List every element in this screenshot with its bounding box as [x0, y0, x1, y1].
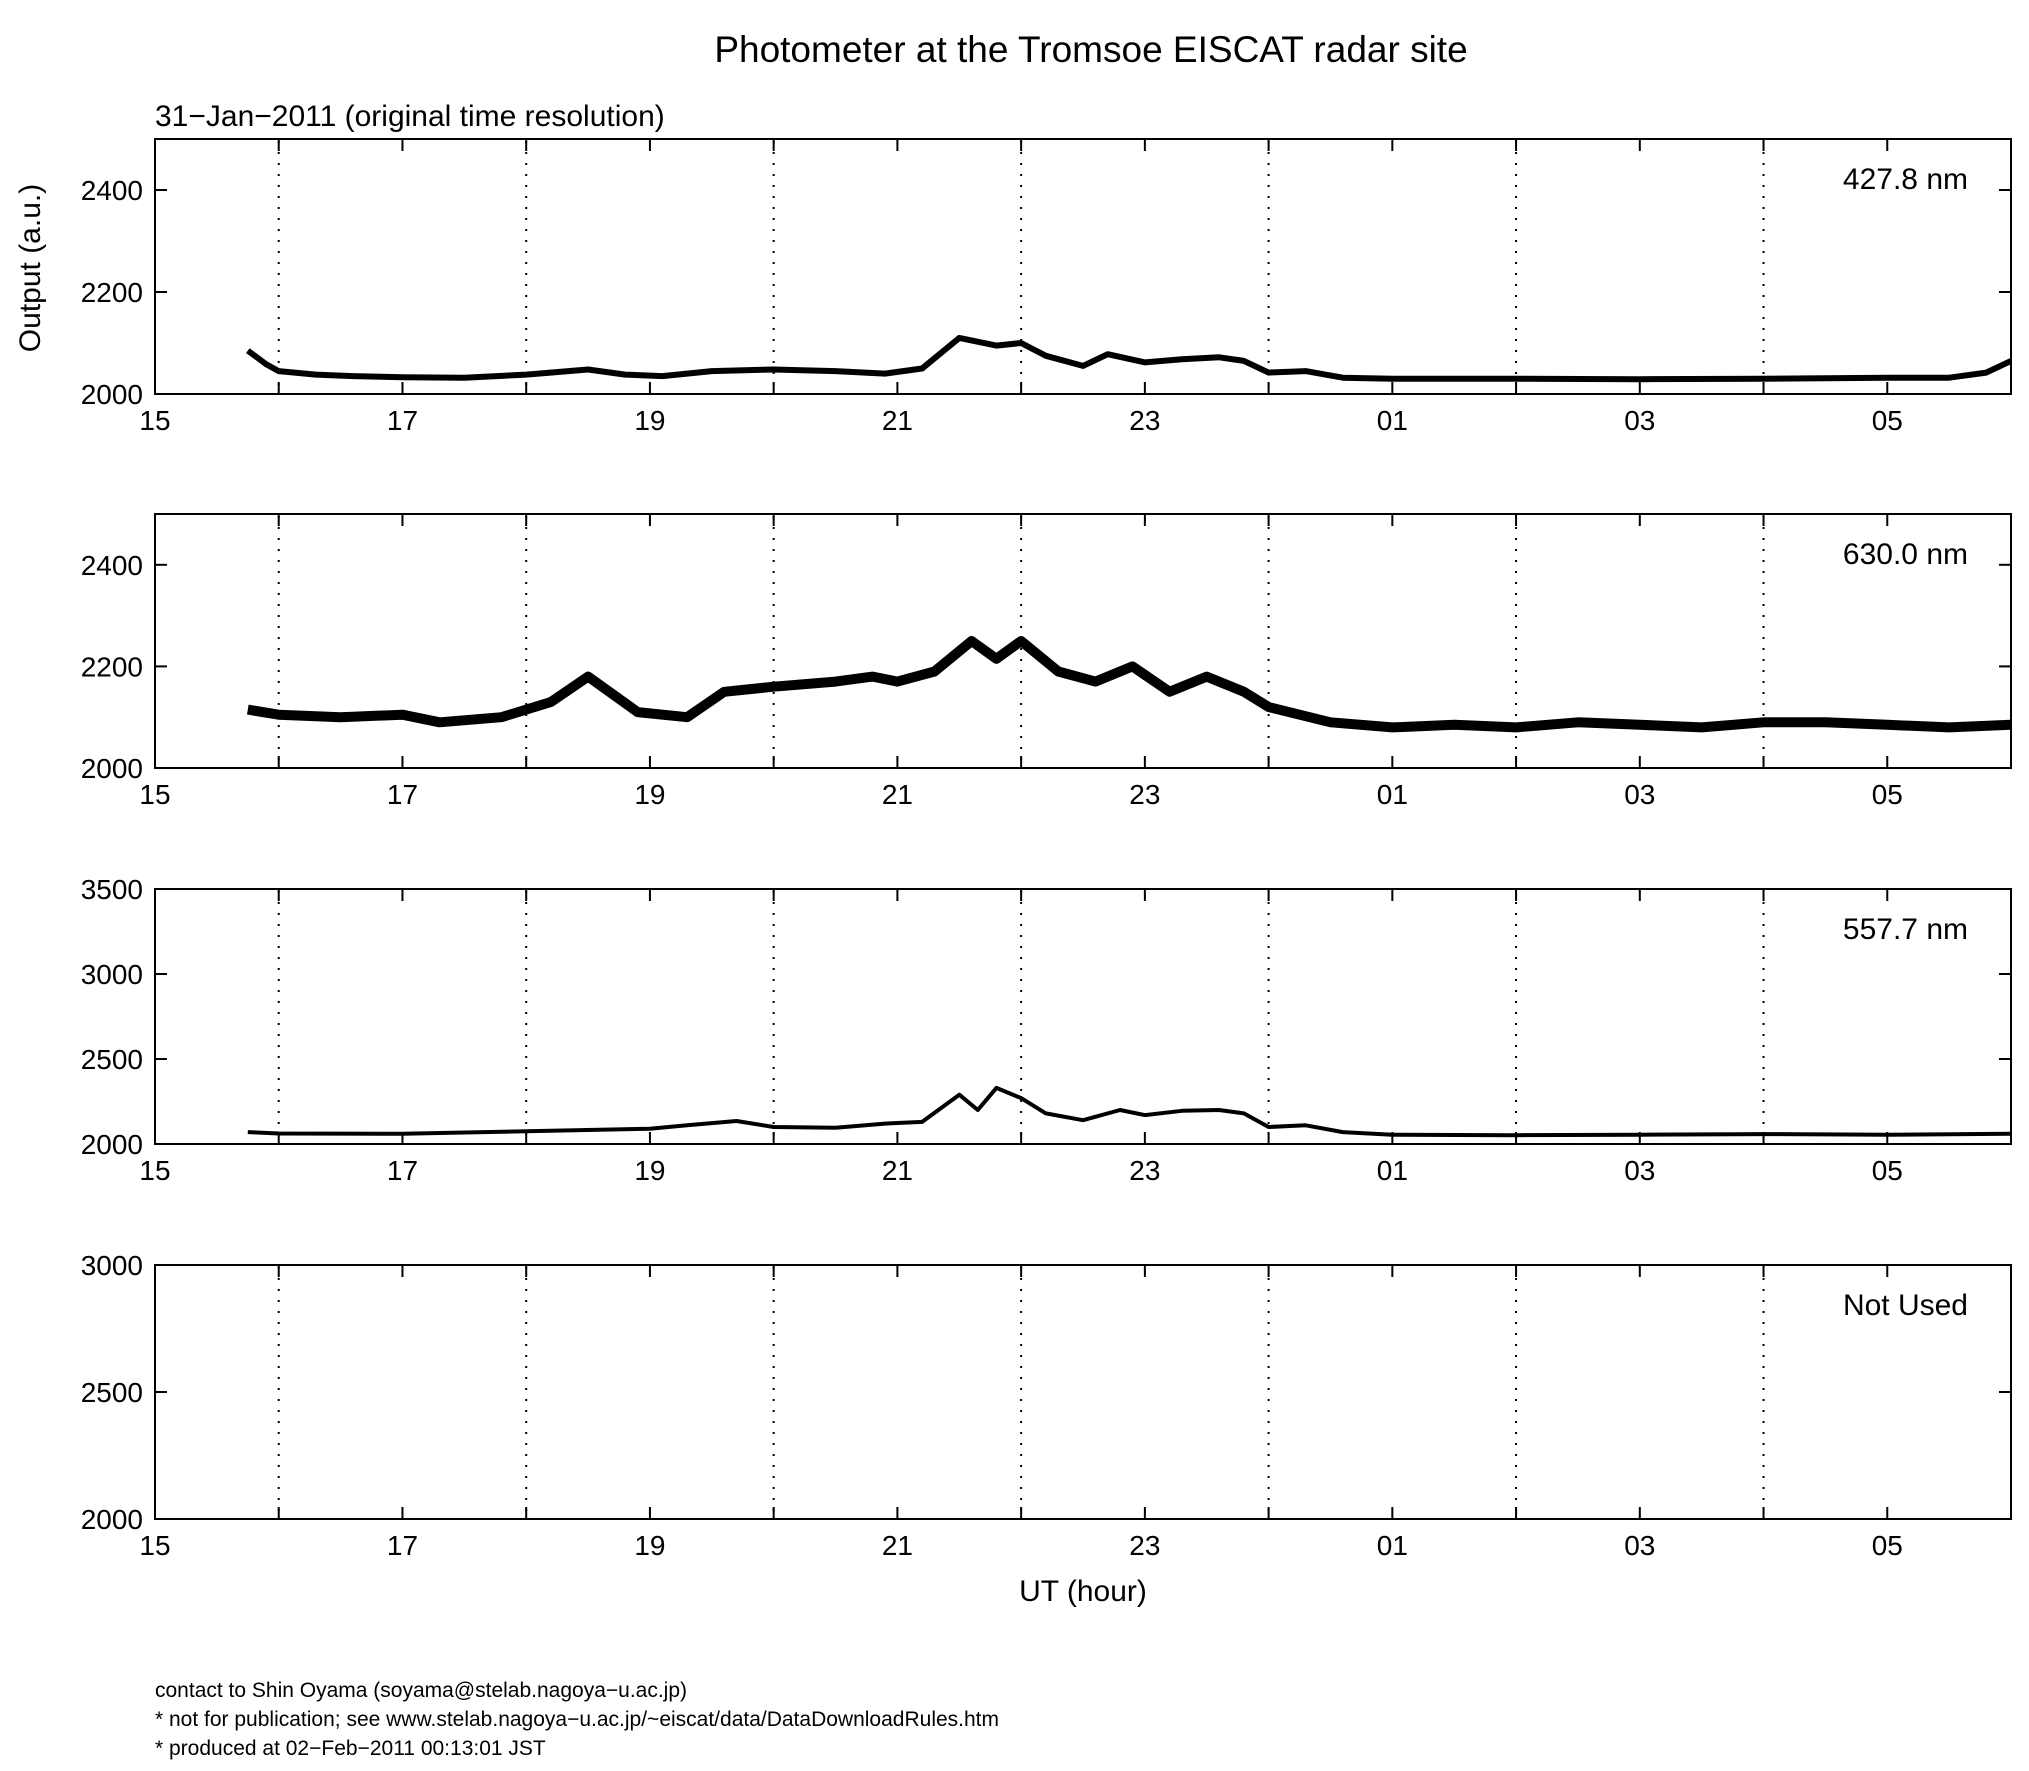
y-tick-label: 2000 [81, 1129, 143, 1160]
x-tick-label: 19 [634, 779, 665, 810]
y-tick-label: 2000 [81, 753, 143, 784]
x-tick-label: 23 [1129, 1155, 1160, 1186]
x-tick-label: 01 [1377, 1530, 1408, 1561]
x-tick-label: 17 [387, 1530, 418, 1561]
series-line [246, 636, 2012, 733]
x-tick-label: 03 [1624, 405, 1655, 436]
x-tick-label: 21 [882, 405, 913, 436]
y-tick-label: 2200 [81, 651, 143, 682]
panel-label: 557.7 nm [1843, 913, 1968, 946]
x-tick-label: 03 [1624, 1530, 1655, 1561]
y-tick-label: 2000 [81, 379, 143, 410]
footer-line-produced: * produced at 02−Feb−2011 00:13:01 JST [155, 1737, 546, 1760]
panel-not-used: 15 17 19 21 23 01 03 05 2000 2500 3000 Not Used [81, 1250, 2012, 1561]
x-tick-label: 17 [387, 405, 418, 436]
x-tick-label: 23 [1129, 405, 1160, 436]
x-tick-label: 05 [1872, 1155, 1903, 1186]
panel-label: 630.0 nm [1843, 538, 1968, 571]
x-tick-label: 01 [1377, 779, 1408, 810]
y-tick-label: 3500 [81, 874, 143, 905]
axes-frame [154, 888, 2012, 1145]
y-tick-label: 2400 [81, 550, 143, 581]
x-tick-label: 03 [1624, 779, 1655, 810]
series-line [247, 1085, 2012, 1138]
x-tick-label: 03 [1624, 1155, 1655, 1186]
y-axis-label: Output (a.u.) [14, 184, 47, 352]
y-tick-label: 2000 [81, 1504, 143, 1535]
axes-frame [154, 1264, 2012, 1520]
panel-630nm: 15 17 19 21 23 01 03 05 2000 2200 2400 630.0 nm [81, 513, 2012, 810]
y-tick-label: 2500 [81, 1377, 143, 1408]
x-axis-label: UT (hour) [1019, 1575, 1147, 1608]
x-tick-label: 23 [1129, 779, 1160, 810]
x-tick-label: 15 [139, 779, 170, 810]
x-tick-label: 19 [634, 1530, 665, 1561]
footer-line-rules: * not for publication; see www.stelab.na… [155, 1708, 999, 1731]
panel-557nm: 15 17 19 21 23 01 03 05 2000 2500 3000 3500 557.7 nm [81, 874, 2012, 1186]
y-tick-label: 3000 [81, 1250, 143, 1281]
x-tick-label: 01 [1377, 1155, 1408, 1186]
x-tick-label: 19 [634, 1155, 665, 1186]
x-tick-label: 15 [139, 1155, 170, 1186]
y-tick-label: 2200 [81, 277, 143, 308]
x-tick-label: 17 [387, 1155, 418, 1186]
series-line [246, 334, 2013, 383]
x-tick-label: 05 [1872, 779, 1903, 810]
y-tick-label: 2400 [81, 175, 143, 206]
panel-427nm: 15 17 19 21 23 01 03 05 2000 2200 2400 427.8 nm [81, 138, 2013, 436]
panel-label: 427.8 nm [1843, 163, 1968, 196]
x-tick-label: 21 [882, 1155, 913, 1186]
x-tick-label: 21 [882, 779, 913, 810]
figure-subtitle: 31−Jan−2011 (original time resolution) [155, 100, 665, 133]
y-tick-label: 2500 [81, 1044, 143, 1075]
panel-label: Not Used [1843, 1289, 1968, 1322]
footer-line-contact: contact to Shin Oyama (soyama@stelab.nag… [155, 1679, 687, 1702]
x-tick-label: 21 [882, 1530, 913, 1561]
x-tick-label: 15 [139, 405, 170, 436]
x-tick-label: 01 [1377, 405, 1408, 436]
axes-frame [154, 138, 2012, 395]
axes-frame [154, 513, 2012, 769]
x-tick-label: 17 [387, 779, 418, 810]
x-tick-label: 05 [1872, 1530, 1903, 1561]
figure-title: Photometer at the Tromsoe EISCAT radar s… [714, 29, 1467, 70]
y-tick-label: 3000 [81, 959, 143, 990]
x-tick-label: 05 [1872, 405, 1903, 436]
x-tick-label: 19 [634, 405, 665, 436]
x-tick-label: 23 [1129, 1530, 1160, 1561]
x-tick-label: 15 [139, 1530, 170, 1561]
